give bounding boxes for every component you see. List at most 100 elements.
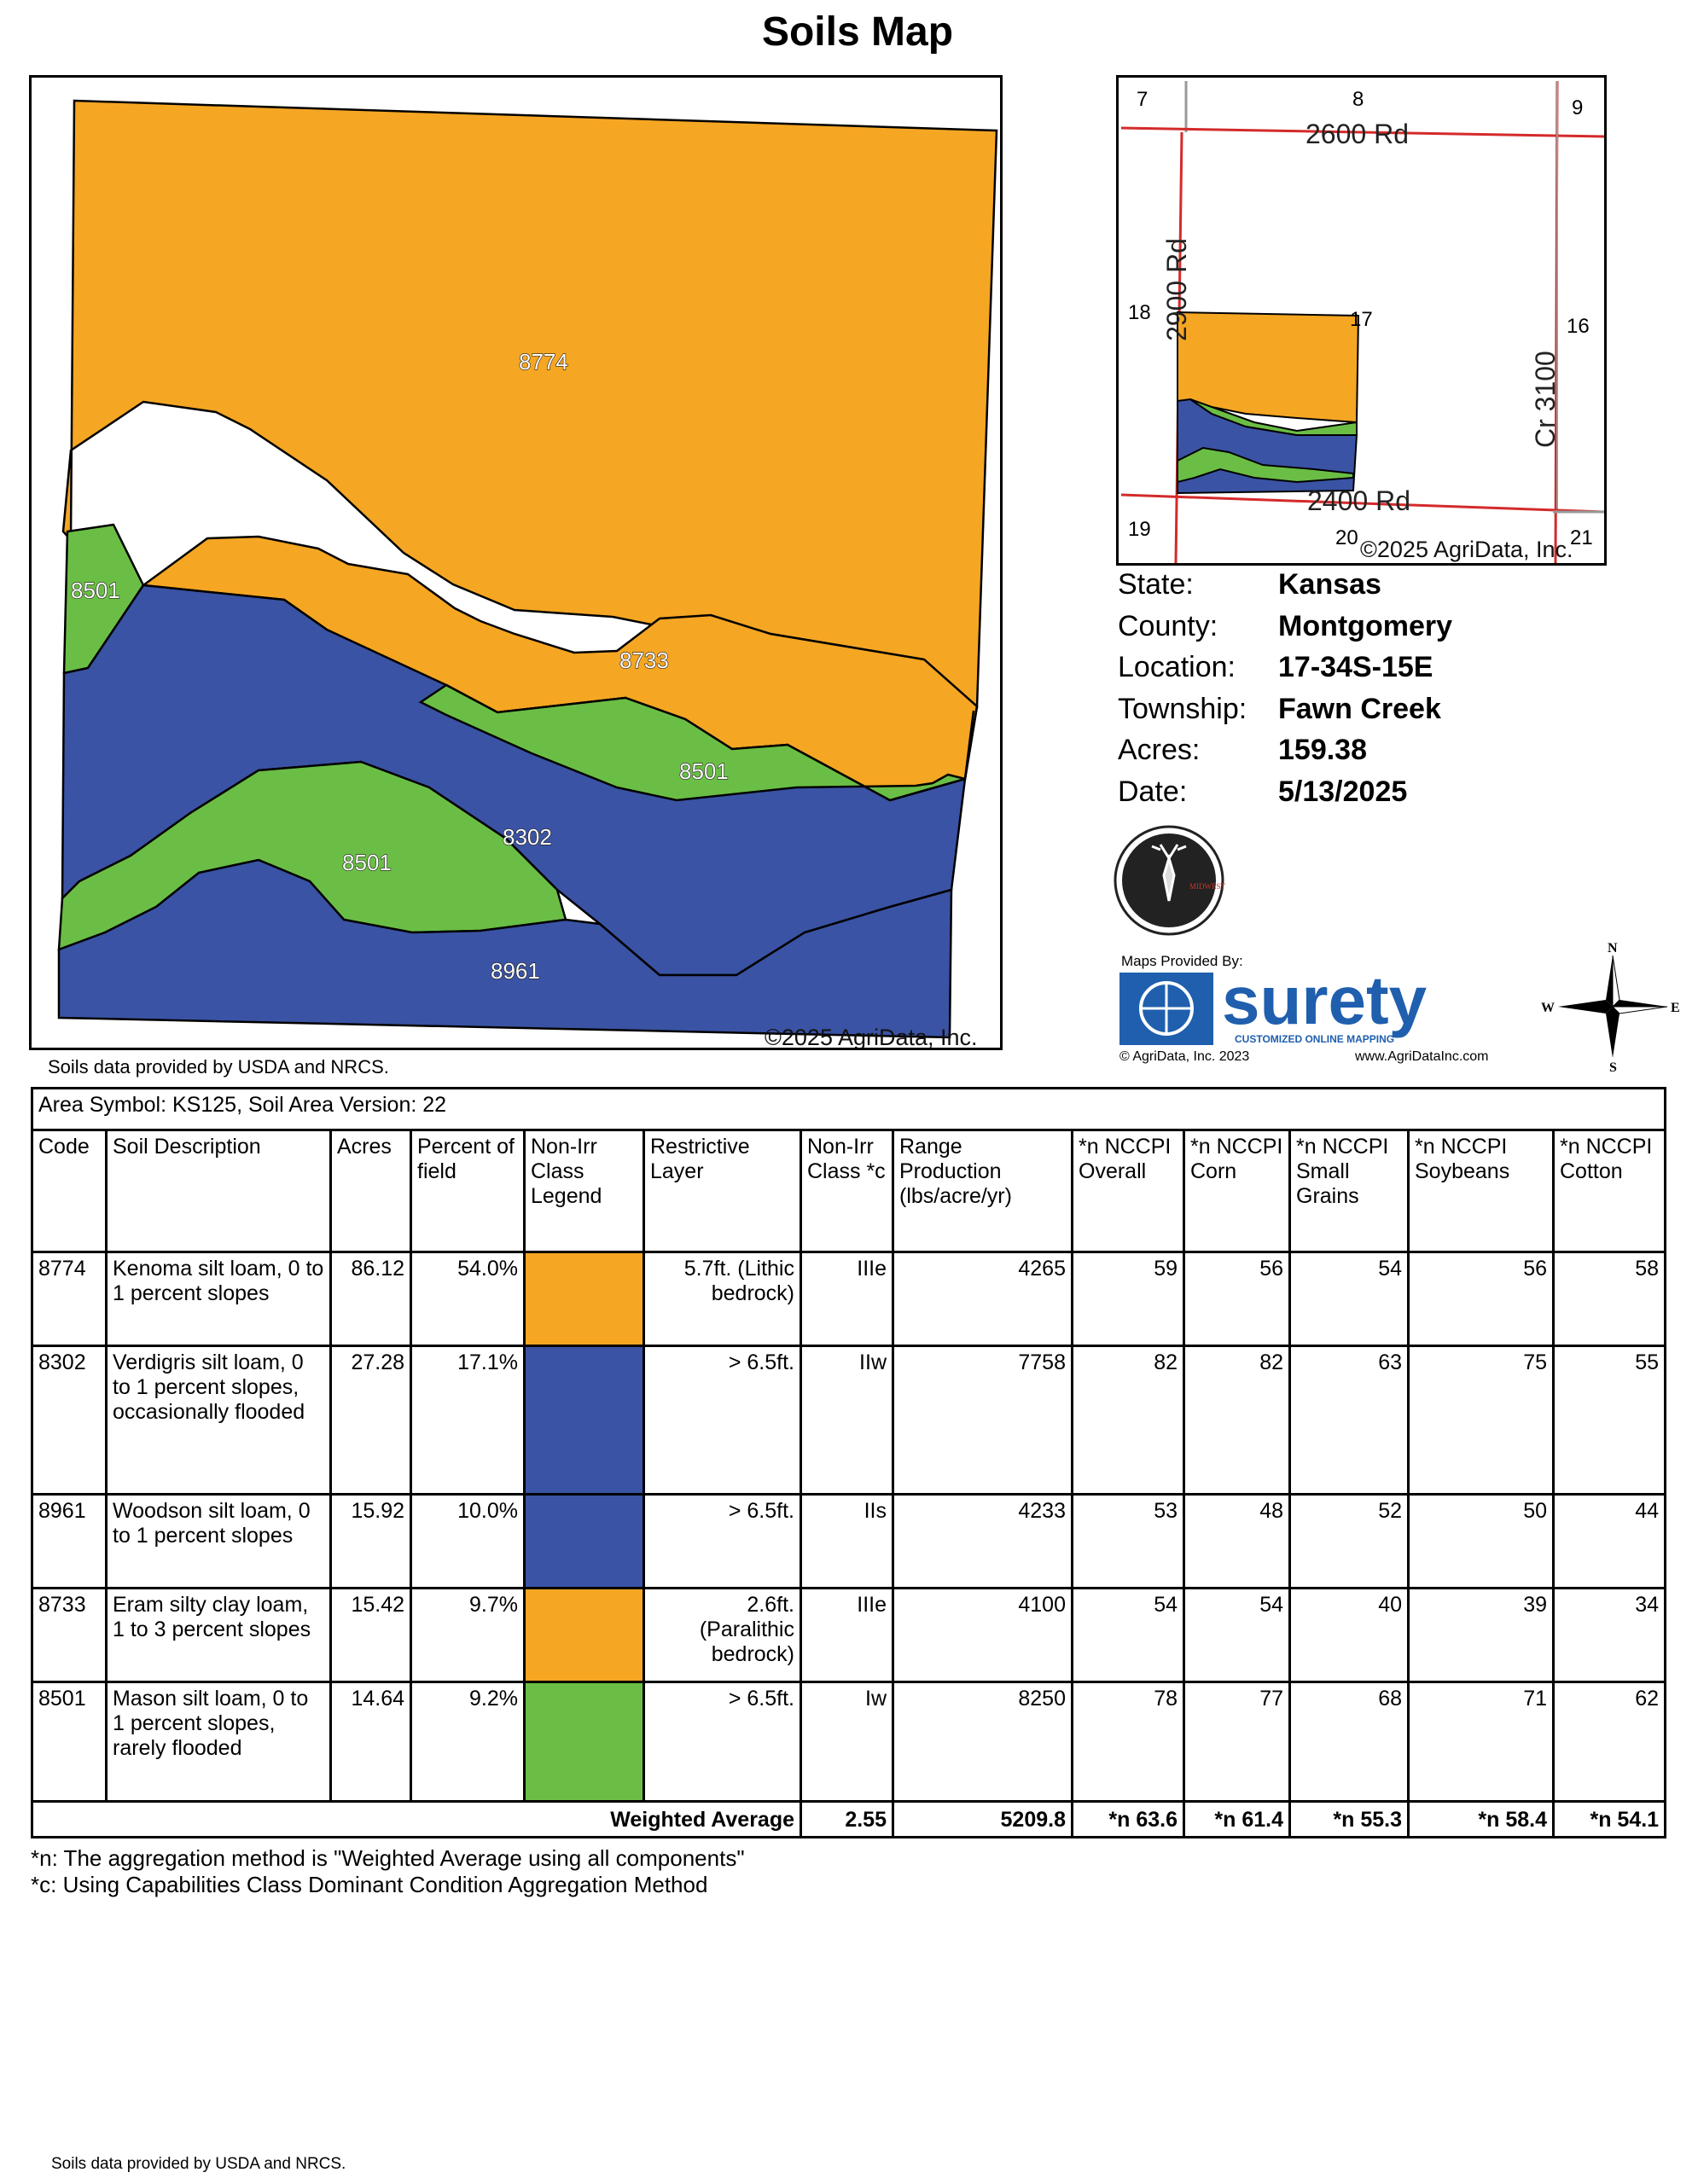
info-value: Fawn Creek <box>1278 692 1441 725</box>
locator-map[interactable]: 2600 Rd 2900 Rd 2400 Rd Cr 3100 7 8 9 18… <box>1116 75 1607 566</box>
weighted-soybeans: *n 58.4 <box>1407 1800 1555 1838</box>
table-row: 8961 Woodson silt loam, 0 to 1 percent s… <box>31 1493 1667 1589</box>
info-row-state: State: Kansas <box>1118 568 1452 610</box>
info-value: 17-34S-15E <box>1278 651 1433 683</box>
cell-soybeans: 56 <box>1407 1251 1555 1347</box>
agridata-url[interactable]: www.AgriDataInc.com <box>1355 1049 1489 1064</box>
cell-soybeans: 39 <box>1407 1587 1555 1683</box>
road-label-2900: 2900 Rd <box>1161 238 1192 341</box>
midwest-logo-text: MIDWEST <box>1189 882 1225 891</box>
surety-wordmark: surety <box>1222 973 1428 1038</box>
cell-corn: 54 <box>1183 1587 1291 1683</box>
col-header: *n NCCPI Cotton <box>1551 1129 1667 1253</box>
info-label: Acres: <box>1118 734 1201 766</box>
cell-acres: 14.64 <box>329 1681 412 1803</box>
cell-small-grains: 54 <box>1288 1251 1410 1347</box>
cell-description: Woodson silt loam, 0 to 1 percent slopes <box>105 1493 332 1589</box>
section-21: 21 <box>1570 526 1593 549</box>
weighted-range: 5209.8 <box>892 1800 1073 1838</box>
info-label: Location: <box>1118 651 1236 683</box>
info-value: 5/13/2025 <box>1278 775 1408 808</box>
soil-polygon-8961[interactable] <box>57 858 953 1039</box>
cell-description: Kenoma silt loam, 0 to 1 percent slopes <box>105 1251 332 1347</box>
cell-cotton: 34 <box>1551 1587 1667 1683</box>
footnote-c: *c: Using Capabilities Class Dominant Co… <box>31 1872 708 1897</box>
table-row: 8774 Kenoma silt loam, 0 to 1 percent sl… <box>31 1251 1667 1347</box>
locator-map-svg: 2600 Rd 2900 Rd 2400 Rd Cr 3100 7 8 9 18… <box>1120 80 1604 563</box>
col-header: Non-Irr Class *c <box>800 1129 894 1253</box>
area-symbol-row: Area Symbol: KS125, Soil Area Version: 2… <box>30 1087 1667 1131</box>
soil-label-8733: 8733 <box>619 648 669 673</box>
section-18: 18 <box>1128 301 1151 324</box>
cell-code: 8501 <box>31 1681 108 1803</box>
cell-legend-swatch <box>523 1493 645 1589</box>
cell-restrictive: > 6.5ft. <box>643 1681 802 1803</box>
cell-soybeans: 50 <box>1407 1493 1555 1589</box>
surety-logo: surety CUSTOMIZED ONLINE MAPPING <box>1119 973 1428 1045</box>
locator-field-green-bottom <box>1177 446 1354 484</box>
soil-label-8501-west: 8501 <box>71 578 120 603</box>
cell-acres: 15.42 <box>329 1587 412 1683</box>
cell-small-grains: 52 <box>1288 1493 1410 1589</box>
info-row-county: County: Montgomery <box>1118 610 1452 652</box>
maps-provided-by: Maps Provided By: <box>1121 953 1243 969</box>
cell-code: 8774 <box>31 1251 108 1347</box>
usda-note-bottom: Soils data provided by USDA and NRCS. <box>51 2155 346 2173</box>
col-header: Non-Irr Class Legend <box>523 1129 645 1253</box>
cell-range: 4100 <box>892 1587 1073 1683</box>
table-row: 8501 Mason silt loam, 0 to 1 percent slo… <box>31 1681 1667 1803</box>
compass-rose-icon: N S E W <box>1541 941 1680 1075</box>
weighted-corn: *n 61.4 <box>1183 1800 1291 1838</box>
compass-s: S <box>1609 1060 1617 1075</box>
cell-legend-swatch <box>523 1587 645 1683</box>
cell-acres: 86.12 <box>329 1251 412 1347</box>
section-8: 8 <box>1352 88 1364 111</box>
col-header: Restrictive Layer <box>643 1129 802 1253</box>
soils-map-svg: 8774 8501 8733 8501 8302 8501 8961 ©2025… <box>57 99 998 1048</box>
soils-table: Area Symbol: KS125, Soil Area Version: 2… <box>30 1087 1667 1838</box>
cell-range: 7758 <box>892 1345 1073 1496</box>
cell-percent: 9.7% <box>410 1587 526 1683</box>
cell-small-grains: 40 <box>1288 1587 1410 1683</box>
cell-code: 8733 <box>31 1587 108 1683</box>
cell-percent: 17.1% <box>410 1345 526 1496</box>
locator-map-copyright: ©2025 AgriData, Inc. <box>1360 537 1573 562</box>
section-7: 7 <box>1137 88 1148 111</box>
agridata-copyright: © AgriData, Inc. 2023 <box>1119 1049 1250 1064</box>
cell-class: IIIe <box>800 1587 894 1683</box>
cell-restrictive: > 6.5ft. <box>643 1345 802 1496</box>
cell-cotton: 58 <box>1551 1251 1667 1347</box>
cell-legend-swatch <box>523 1251 645 1347</box>
main-map-copyright: ©2025 AgriData, Inc. <box>765 1025 978 1048</box>
cell-corn: 48 <box>1183 1493 1291 1589</box>
section-16: 16 <box>1567 315 1590 338</box>
cell-soybeans: 71 <box>1407 1681 1555 1803</box>
soil-label-8302: 8302 <box>503 824 552 850</box>
col-header: *n NCCPI Small Grains <box>1288 1129 1410 1253</box>
col-header: Acres <box>329 1129 412 1253</box>
soils-map[interactable]: 8774 8501 8733 8501 8302 8501 8961 ©2025… <box>29 75 1003 1050</box>
cell-class: IIs <box>800 1493 894 1589</box>
section-19: 19 <box>1128 518 1151 541</box>
cell-overall: 82 <box>1071 1345 1185 1496</box>
locator-field-green-top <box>1189 398 1358 436</box>
cell-corn: 77 <box>1183 1681 1291 1803</box>
cell-description: Eram silty clay loam, 1 to 3 percent slo… <box>105 1587 332 1683</box>
cell-cotton: 55 <box>1551 1345 1667 1496</box>
weighted-small-grains: *n 55.3 <box>1288 1800 1410 1838</box>
footnote-n: *n: The aggregation method is "Weighted … <box>31 1845 745 1871</box>
cell-percent: 54.0% <box>410 1251 526 1347</box>
section-17: 17 <box>1350 308 1373 331</box>
cell-class: IIIe <box>800 1251 894 1347</box>
info-row-acres: Acres: 159.38 <box>1118 734 1452 775</box>
cell-range: 8250 <box>892 1681 1073 1803</box>
cell-percent: 9.2% <box>410 1681 526 1803</box>
info-row-date: Date: 5/13/2025 <box>1118 775 1452 817</box>
cell-description: Verdigris silt loam, 0 to 1 percent slop… <box>105 1345 332 1496</box>
road-label-2400: 2400 Rd <box>1307 485 1410 516</box>
cell-class: Iw <box>800 1681 894 1803</box>
cell-overall: 78 <box>1071 1681 1185 1803</box>
soil-label-8774: 8774 <box>519 349 568 375</box>
cell-acres: 27.28 <box>329 1345 412 1496</box>
cell-restrictive: 2.6ft. (Paralithic bedrock) <box>643 1587 802 1683</box>
